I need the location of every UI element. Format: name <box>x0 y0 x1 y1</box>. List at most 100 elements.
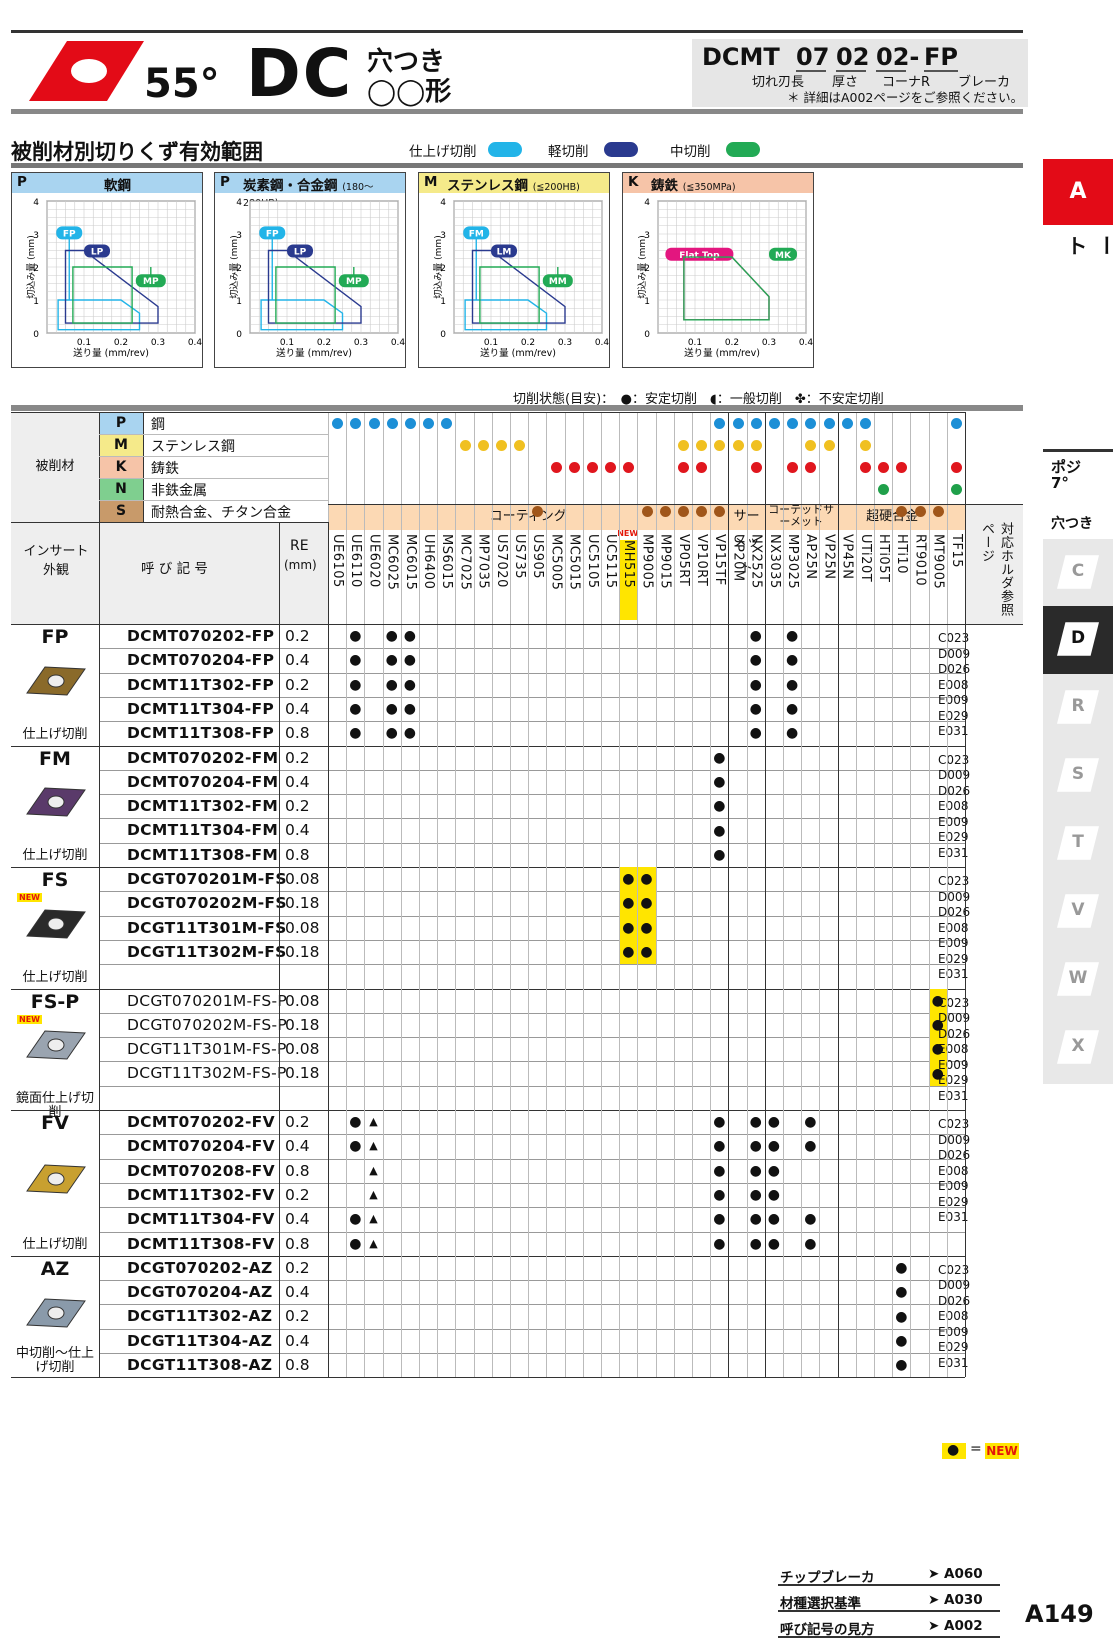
material-grade-mark <box>495 440 507 451</box>
breaker-label-pill <box>287 244 313 258</box>
grade-mark: ● <box>713 1114 726 1131</box>
grade-mark: ● <box>349 676 362 693</box>
shape-tab-x[interactable]: X <box>1043 1014 1113 1084</box>
head-bg <box>99 522 279 624</box>
breaker-label-pill <box>259 226 286 240</box>
shape-tab-c[interactable]: C <box>1043 539 1113 609</box>
panel-header: M ステンレス鋼 (≦200HB) <box>419 173 609 194</box>
holder-ref-page: E008 <box>938 1309 969 1324</box>
y-tick-label: 1 <box>33 297 39 307</box>
material-name: 耐熱合金、チタン合金 <box>151 505 291 521</box>
corner-radius: 0.2 <box>285 1113 310 1131</box>
insert-code: DCMT11T302-FM <box>127 797 279 816</box>
holder-ref-page: D009 <box>938 889 971 904</box>
shape-tab-d[interactable]: D <box>1043 606 1113 676</box>
holder-ref-page: E009 <box>938 1057 969 1072</box>
null <box>11 624 1023 625</box>
code-explanation-box: DCMT 07 02 02- FP 切れ刃長 厚さ コーナR ブレーカ ＊ 詳細… <box>692 39 1028 107</box>
material-key-cell: K <box>99 456 143 478</box>
ref-header: 対応ホルダ参照ページ <box>979 522 1013 617</box>
head-bg <box>11 522 99 624</box>
null <box>99 842 965 844</box>
grade-name: UE6110 <box>348 534 364 588</box>
shape-tab-s[interactable]: S <box>1043 742 1113 812</box>
null <box>11 522 328 523</box>
holder-ref-page: D026 <box>938 1293 971 1308</box>
grade-mark: ● <box>640 895 653 912</box>
insert-code: DCMT11T302-FP <box>127 675 275 694</box>
grade-column-line <box>400 412 402 1378</box>
shape-tab-t[interactable]: T <box>1043 810 1113 880</box>
insert-code: DCGT11T301M-FS-P <box>127 1040 287 1059</box>
material-grade-mark <box>805 418 817 429</box>
grade-column-line <box>546 412 548 1378</box>
section-letter-tab[interactable]: A <box>1043 159 1113 225</box>
holder-ref-page: E009 <box>938 1179 969 1193</box>
re-header: RE <box>290 538 309 554</box>
section-title-vertical: 旋削用インサート <box>1064 235 1113 258</box>
shape-tab-r[interactable]: R <box>1043 674 1113 744</box>
material-grade-mark <box>696 506 708 517</box>
chipbreaker-chart: 4 3 2 1 0 0.1 0.2 0.3 0.4 切込み量 (mm) 送り量 (mm/rev) Fl… <box>637 198 813 359</box>
grade-name: AP25N <box>803 534 819 580</box>
breaker-range-mp <box>72 266 133 324</box>
grade-mark: ● <box>767 1162 780 1179</box>
grade-mark: ● <box>749 1211 762 1228</box>
grade-name: MC6025 <box>384 534 400 591</box>
footer-link-grade-selection[interactable]: 材種選択基準 ➤ A030 <box>778 1588 1000 1612</box>
new-legend-mark: ● <box>947 1442 960 1458</box>
y-tick-label: 3 <box>236 231 242 241</box>
grade-category: サーメット <box>728 504 764 576</box>
grade-mark: ● <box>640 871 653 888</box>
grade-mark: ● <box>895 1284 908 1301</box>
corner-radius: 0.08 <box>285 991 320 1010</box>
shape-tab-w[interactable]: W <box>1043 946 1113 1016</box>
breaker-range-mm <box>479 266 540 324</box>
null <box>99 1012 965 1014</box>
insert-group-usage: 仕上げ切削 <box>22 848 88 863</box>
grade-name: VP10RT <box>694 534 709 587</box>
chipbreaker-panel: M ステンレス鋼 (≦200HB) 4 3 2 1 0 0.1 0.2 0.3 0.4 切込み量 (m… <box>418 172 610 368</box>
footer-link-ref: ➤ A030 <box>928 1592 983 1608</box>
corner-radius: 0.4 <box>285 1283 310 1302</box>
posi-angle: 7° <box>1051 474 1069 492</box>
material-grade-mark <box>586 462 598 473</box>
material-grade-mark <box>696 462 708 473</box>
null <box>99 1328 965 1330</box>
null <box>328 504 1023 505</box>
insert-code: DCMT11T304-FV <box>127 1210 275 1229</box>
x-tick-label: 0.3 <box>151 338 165 348</box>
footer-link-ref: ➤ A002 <box>928 1618 983 1634</box>
head-bg <box>279 522 328 624</box>
grade-name: UP20M <box>730 534 746 582</box>
grade-mark: ● <box>767 1138 780 1155</box>
grade-mark: ● <box>749 1235 762 1252</box>
holder-ref-page: D009 <box>938 1278 971 1293</box>
x-axis-label: 送り量 (mm/rev) <box>73 347 149 359</box>
footer-link-chipbreaker[interactable]: チップブレーカ ➤ A060 <box>778 1562 1000 1586</box>
grade-mark: ● <box>749 652 762 669</box>
legend-medium: 中切削 <box>670 144 711 160</box>
footer-link-designation[interactable]: 呼び記号の見方 ➤ A002 <box>778 1614 1000 1638</box>
grade-name: UE6020 <box>366 534 382 588</box>
x-tick-label: 0.1 <box>280 338 294 348</box>
null <box>99 672 965 674</box>
legend-light: 軽切削 <box>548 144 589 160</box>
insert-code: DCGT070202M-FS-P <box>127 1015 288 1034</box>
insert-code: DCMT070202-FV <box>127 1113 275 1131</box>
shape-tab-letter: D <box>1070 628 1086 648</box>
material-name: 鋼 <box>151 417 165 433</box>
material-grade-mark <box>714 506 726 517</box>
grade-column-line <box>692 412 693 1378</box>
y-tick-label: 2 <box>644 264 650 274</box>
null <box>99 794 965 796</box>
null <box>99 891 965 893</box>
grade-column-line <box>710 412 712 1378</box>
table-column-line <box>99 412 100 1378</box>
grade-name: MP3025 <box>785 534 800 590</box>
material-grade-mark <box>550 462 562 473</box>
corner-radius: 0.8 <box>285 1356 310 1374</box>
material-grade-mark <box>932 506 944 517</box>
grade-column-line <box>637 412 639 1378</box>
shape-tab-v[interactable]: V <box>1043 878 1113 948</box>
